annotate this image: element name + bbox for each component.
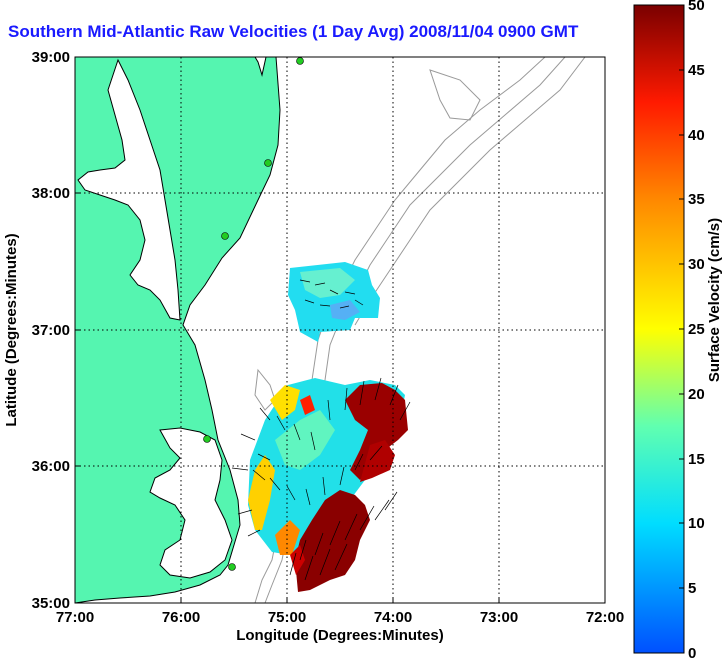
x-tick-label: 76:00 [162, 609, 200, 626]
delaware-bay [254, 57, 267, 77]
colorbar-ticks [679, 4, 684, 654]
radar-stations [203, 57, 304, 571]
x-tick-label: 72:00 [586, 609, 624, 626]
colorbar-tick-label: 25 [688, 321, 705, 338]
colorbar-tick-label: 10 [688, 515, 705, 532]
colorbar-label: Surface Velocity (cm/s) [706, 218, 723, 382]
y-tick-label: 37:00 [32, 322, 70, 339]
axis-ticks [74, 56, 606, 604]
x-tick-label: 73:00 [480, 609, 518, 626]
station-marker [296, 57, 304, 65]
colorbar-tick-label: 0 [688, 645, 696, 659]
colorbar-tick-label: 35 [688, 191, 705, 208]
colorbar-tick-label: 15 [688, 451, 705, 468]
x-tick-label: 75:00 [268, 609, 306, 626]
velocity-field [248, 262, 408, 592]
colorbar-tick-label: 40 [688, 127, 705, 144]
velocity-vectors [231, 279, 411, 581]
y-axis-label: Latitude (Degrees:Minutes) [3, 233, 20, 426]
x-axis-label: Longitude (Degrees:Minutes) [236, 627, 444, 644]
station-marker [203, 435, 211, 443]
colorbar-tick-label: 20 [688, 386, 705, 403]
map-grid [75, 57, 605, 603]
x-tick-label: 74:00 [374, 609, 412, 626]
colorbar-tick-label: 50 [688, 0, 705, 14]
y-tick-label: 39:00 [32, 49, 70, 66]
y-tick-label: 36:00 [32, 458, 70, 475]
colorbar-tick-label: 30 [688, 256, 705, 273]
station-marker [228, 563, 236, 571]
y-tick-label: 38:00 [32, 185, 70, 202]
colorbar [633, 4, 685, 654]
colorbar-tick-label: 45 [688, 62, 705, 79]
map-title: Southern Mid-Atlantic Raw Velocities (1 … [8, 22, 579, 41]
x-tick-label: 77:00 [56, 609, 94, 626]
station-marker [264, 159, 272, 167]
chesapeake-bay [77, 58, 181, 321]
y-tick-label: 35:00 [32, 595, 70, 612]
station-marker [221, 232, 229, 240]
colorbar-tick-label: 5 [688, 580, 696, 597]
